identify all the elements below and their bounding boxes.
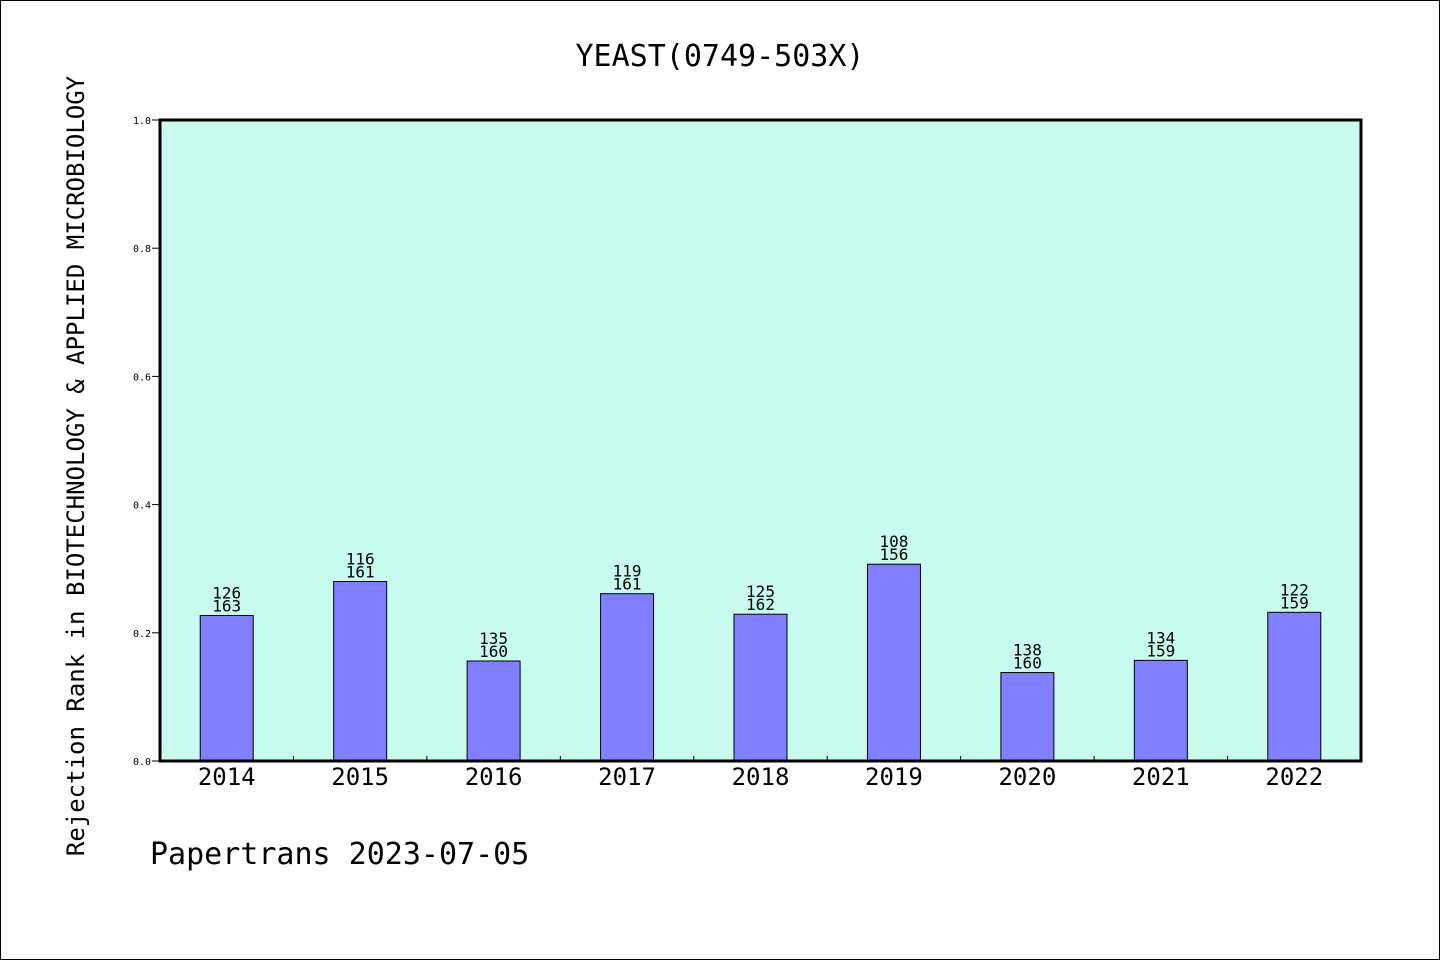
x-tick-label: 2017 [598, 763, 656, 791]
x-tick-label: 2016 [465, 763, 523, 791]
data-label-top: 122 [1280, 580, 1309, 599]
x-tick-label: 2018 [732, 763, 790, 791]
bar-2019 [866, 563, 921, 762]
bar-2021 [1133, 659, 1188, 762]
y-tick-label: 0.4 [133, 501, 151, 512]
data-label-top: 116 [346, 550, 375, 569]
x-tick-label: 2014 [198, 763, 256, 791]
data-label-bottom: 156 [879, 545, 908, 564]
data-label-top: 119 [613, 562, 642, 581]
bar-series [199, 563, 1322, 762]
y-tick-label: 0.2 [133, 629, 151, 640]
data-label-top: 108 [879, 532, 908, 551]
plot-border [158, 118, 1363, 763]
data-label-bottom: 160 [479, 642, 508, 661]
data-label-bottom: 159 [1146, 641, 1175, 660]
y-tick-label: 0.8 [133, 244, 151, 255]
bar-2020 [1000, 672, 1055, 762]
x-tick-label: 2015 [331, 763, 389, 791]
data-label-top: 125 [746, 582, 775, 601]
data-label-bottom: 163 [212, 596, 241, 615]
bar-2015 [333, 581, 388, 762]
x-axis: 2014 2015 2016 2017 2018 2019 2020 2021 2022 [198, 756, 1323, 791]
bar-2017 [600, 593, 655, 762]
y-tick-label: 0.6 [133, 372, 151, 383]
x-tick-label: 2020 [998, 763, 1056, 791]
data-label-bottom: 161 [346, 563, 375, 582]
footer-credit: Papertrans 2023-07-05 [150, 837, 529, 872]
data-label-bottom: 159 [1280, 593, 1309, 612]
y-tick-label: 1.0 [133, 116, 151, 127]
data-label-top: 134 [1146, 628, 1175, 647]
data-label-bottom: 160 [1013, 654, 1042, 673]
data-label-bottom: 161 [613, 575, 642, 594]
bar-2022 [1267, 611, 1322, 762]
data-label-top: 126 [212, 583, 241, 602]
data-label-top: 135 [479, 629, 508, 648]
x-tick-label: 2021 [1132, 763, 1190, 791]
data-label-top: 138 [1013, 641, 1042, 660]
bar-2018 [733, 613, 788, 762]
bar-2014 [199, 614, 254, 762]
bar-2016 [466, 660, 521, 762]
y-axis: 0.0 0.2 0.4 0.6 0.8 1.0 [133, 116, 160, 768]
chart-title: YEAST(0749-503X) [576, 39, 865, 74]
x-tick-label: 2022 [1265, 763, 1323, 791]
y-tick-label: 0.0 [133, 757, 151, 768]
data-label-bottom: 162 [746, 595, 775, 614]
y-axis-label: Rejection Rank in BIOTECHNOLOGY & APPLIE… [62, 75, 90, 856]
x-tick-label: 2019 [865, 763, 923, 791]
